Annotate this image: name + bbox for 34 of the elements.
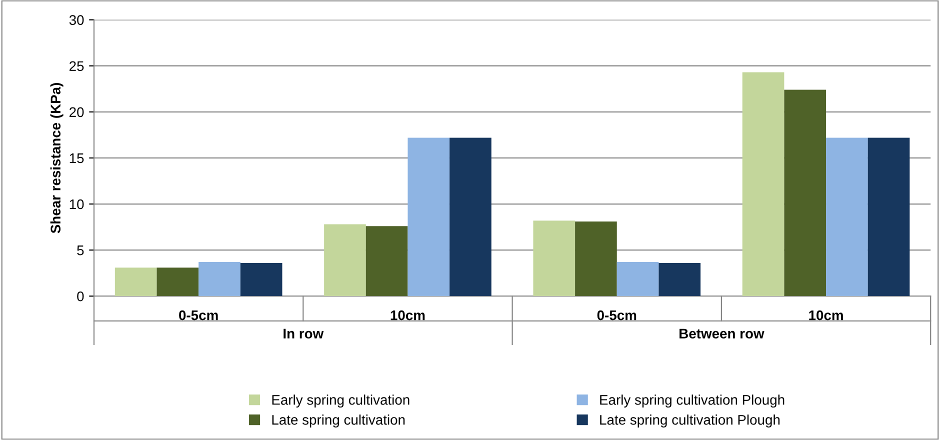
- text: Between row: [680, 328, 764, 339]
- bar: [408, 138, 450, 296]
- legend-label: Late spring cultivation Plough: [600, 414, 780, 428]
- y-tick-label: 0: [77, 291, 84, 302]
- bar: [156, 268, 199, 296]
- x-tick-label: 10cm: [809, 310, 843, 320]
- bar: [366, 226, 408, 296]
- x-tick-label: 10cm: [390, 310, 425, 320]
- y-tick-label: 25: [70, 61, 84, 72]
- bar: [240, 262, 282, 296]
- bar: [658, 262, 701, 296]
- legend-label: Early spring cultivation Plough: [600, 394, 784, 408]
- bar: [826, 138, 868, 296]
- y-tick-label: 15: [70, 153, 84, 164]
- bar: [616, 262, 659, 296]
- bar: [324, 224, 366, 296]
- y-axis-title: Shear resistance (KPa): [50, 82, 64, 234]
- bar: [114, 268, 157, 296]
- legend-label: Early spring cultivation: [272, 394, 410, 408]
- x-tick-label: 0-5cm: [179, 310, 218, 320]
- legend-label: Late spring cultivation: [272, 414, 405, 428]
- bar: [533, 220, 576, 296]
- bar: [742, 72, 784, 296]
- bar: [784, 90, 826, 296]
- y-tick-label: 5: [77, 246, 84, 256]
- text: In row: [284, 328, 324, 339]
- bar: [575, 222, 617, 296]
- bar: [450, 138, 492, 296]
- y-tick-label: 30: [69, 15, 84, 25]
- x-tick-label: 0-5cm: [597, 310, 636, 320]
- y-tick-label: 20: [70, 107, 84, 118]
- bar: [868, 138, 910, 296]
- y-tick-label: 10: [70, 199, 84, 210]
- bar: [198, 262, 240, 296]
